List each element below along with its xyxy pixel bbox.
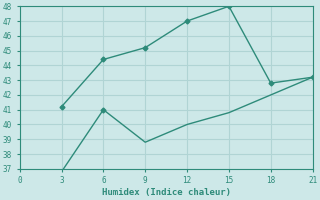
X-axis label: Humidex (Indice chaleur): Humidex (Indice chaleur) [102,188,231,197]
